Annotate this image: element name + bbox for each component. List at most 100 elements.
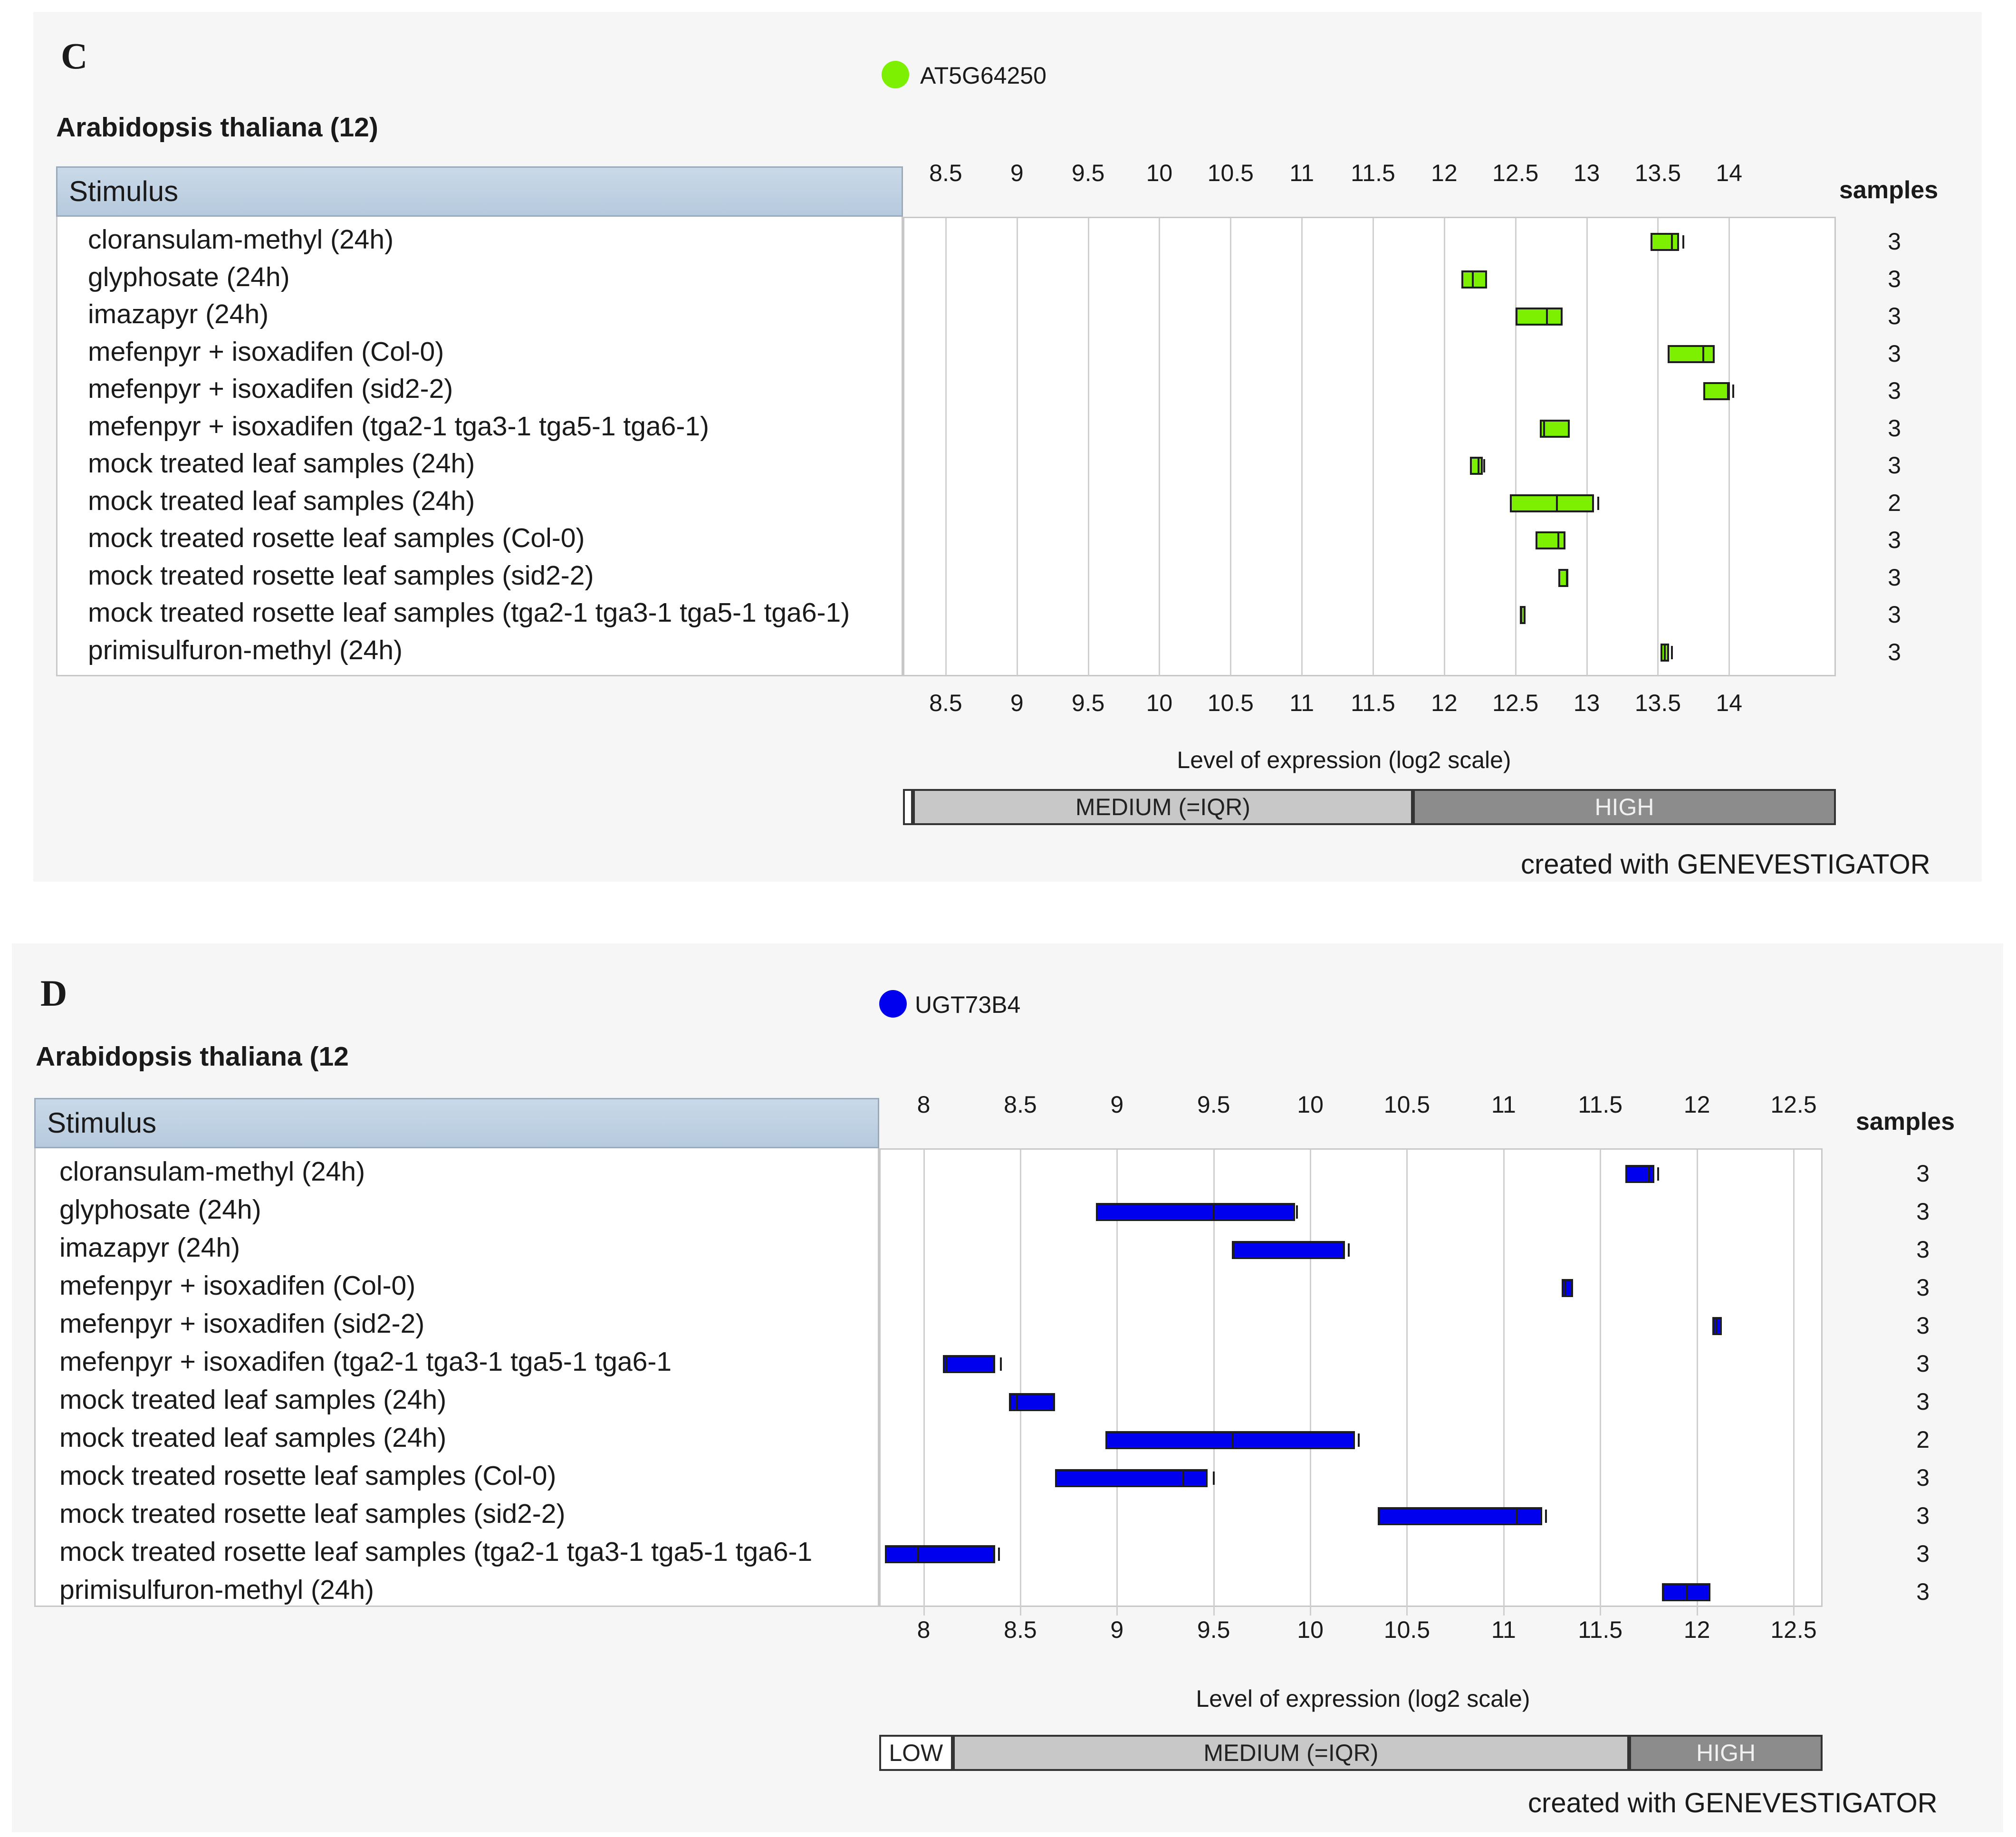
box-bar (1461, 270, 1487, 289)
sample-count: 3 (1916, 1540, 1930, 1567)
sample-count: 3 (1916, 1388, 1930, 1415)
median-line (1516, 1507, 1518, 1525)
x-tick-top: 10.5 (1383, 1091, 1430, 1118)
row-label: cloransulam-methyl (24h) (59, 1156, 365, 1187)
level-segment: LOW (879, 1735, 953, 1771)
box-bar (1561, 1279, 1574, 1297)
x-tick-top: 12.5 (1492, 160, 1539, 186)
samples-header: samples (1856, 1108, 1955, 1135)
sample-count: 3 (1888, 340, 1901, 367)
median-line (1671, 233, 1673, 251)
box-bar (1651, 233, 1680, 251)
x-tick-bottom: 8.5 (1004, 1616, 1037, 1643)
x-tick-top: 9 (1110, 1091, 1124, 1118)
x-tick-bottom: 9.5 (1071, 690, 1105, 716)
median-line (1664, 643, 1666, 662)
sample-count: 3 (1916, 1274, 1930, 1301)
x-tick-top: 9.5 (1197, 1091, 1230, 1118)
gridline (1301, 218, 1303, 675)
sample-count: 3 (1916, 1464, 1930, 1491)
x-tick-top: 10 (1297, 1091, 1324, 1118)
x-tick-top: 8.5 (929, 160, 962, 186)
gridline (1503, 1150, 1505, 1616)
box-bar (1055, 1469, 1208, 1487)
row-label: mock treated leaf samples (24h) (88, 485, 475, 516)
x-tick-bottom: 11.5 (1578, 1616, 1623, 1643)
whisker-high (1357, 1433, 1360, 1447)
gridline (1116, 1150, 1118, 1616)
whisker-high (1483, 459, 1485, 473)
row-label: mock treated rosette leaf samples (Col-0… (88, 523, 585, 554)
gridline (1443, 218, 1445, 675)
x-tick-top: 8.5 (1004, 1091, 1037, 1118)
legend-label: AT5G64250 (920, 62, 1046, 89)
box-bar (1378, 1507, 1543, 1525)
box-bar (1535, 531, 1565, 550)
x-tick-bottom: 12 (1683, 1616, 1710, 1643)
row-label: mock treated leaf samples (24h) (88, 448, 475, 479)
whisker-high (1671, 645, 1673, 659)
legend-marker (879, 990, 907, 1018)
chart-panel-c: C AT5G64250 Arabidopsis thaliana (12) St… (33, 12, 1982, 882)
gridline (1600, 1150, 1602, 1616)
x-tick-top: 10 (1146, 160, 1173, 186)
gridline (1019, 1150, 1021, 1616)
row-label: imazapyr (24h) (59, 1232, 240, 1263)
x-tick-bottom: 14 (1716, 690, 1743, 716)
row-label: mefenpyr + isoxadifen (tga2-1 tga3-1 tga… (88, 411, 710, 442)
x-tick-top: 14 (1716, 160, 1743, 186)
gridline (1406, 1150, 1408, 1616)
sample-count: 3 (1888, 564, 1901, 591)
x-tick-top: 11 (1289, 160, 1315, 186)
median-line (1702, 345, 1705, 363)
row-label: mefenpyr + isoxadifen (Col-0) (88, 336, 444, 367)
median-line (1565, 1279, 1566, 1297)
row-label: mefenpyr + isoxadifen (sid2-2) (88, 374, 453, 404)
sample-count: 3 (1888, 414, 1901, 442)
x-axis-title: Level of expression (log2 scale) (1177, 747, 1511, 773)
box-bar (1233, 1241, 1345, 1259)
gridline (1515, 218, 1517, 675)
median-line (1686, 1583, 1689, 1601)
x-tick-top: 8 (917, 1091, 931, 1118)
samples-header: samples (1839, 176, 1939, 204)
median-line (1232, 1431, 1234, 1449)
sample-count: 3 (1888, 452, 1901, 479)
gridline (1793, 1150, 1795, 1616)
stimulus-column-header[interactable]: Stimulus (56, 166, 903, 217)
x-axis-title: Level of expression (log2 scale) (1196, 1685, 1530, 1712)
x-tick-bottom: 12 (1431, 690, 1458, 716)
box-bar (943, 1355, 996, 1373)
row-label: cloransulam-methyl (24h) (88, 224, 394, 255)
gridline (1016, 218, 1018, 675)
whisker-high (1682, 235, 1685, 249)
x-tick-bottom: 10.5 (1383, 1616, 1430, 1643)
x-tick-bottom: 12.5 (1770, 1616, 1817, 1643)
x-tick-top: 9 (1010, 160, 1024, 186)
row-label: mock treated rosette leaf samples (sid2-… (59, 1499, 566, 1529)
gridline (1230, 218, 1232, 675)
panel-label: D (40, 972, 67, 1014)
sample-count: 3 (1916, 1502, 1930, 1529)
level-segment: MEDIUM (=IQR) (952, 1735, 1630, 1771)
box-bar (1662, 1583, 1711, 1601)
species-title: Arabidopsis thaliana (12) (56, 112, 378, 143)
sample-count: 3 (1888, 228, 1901, 255)
gridline (1657, 218, 1659, 675)
sample-count: 3 (1916, 1198, 1930, 1225)
median-line (1471, 270, 1474, 289)
box-bar (1712, 1317, 1722, 1335)
x-tick-top: 12 (1683, 1091, 1710, 1118)
x-tick-bottom: 12.5 (1492, 690, 1539, 716)
x-tick-top: 11 (1491, 1091, 1516, 1118)
x-tick-top: 13 (1573, 160, 1600, 186)
box-bar (1469, 457, 1483, 475)
row-label: glyphosate (24h) (88, 261, 290, 292)
gridline (1696, 1150, 1698, 1616)
stimulus-column-header[interactable]: Stimulus (34, 1098, 879, 1148)
row-label: imazapyr (24h) (88, 299, 269, 330)
median-line (1520, 606, 1522, 625)
gridline (923, 1150, 925, 1616)
x-tick-bottom: 8.5 (929, 690, 962, 716)
sample-count: 3 (1916, 1350, 1930, 1377)
